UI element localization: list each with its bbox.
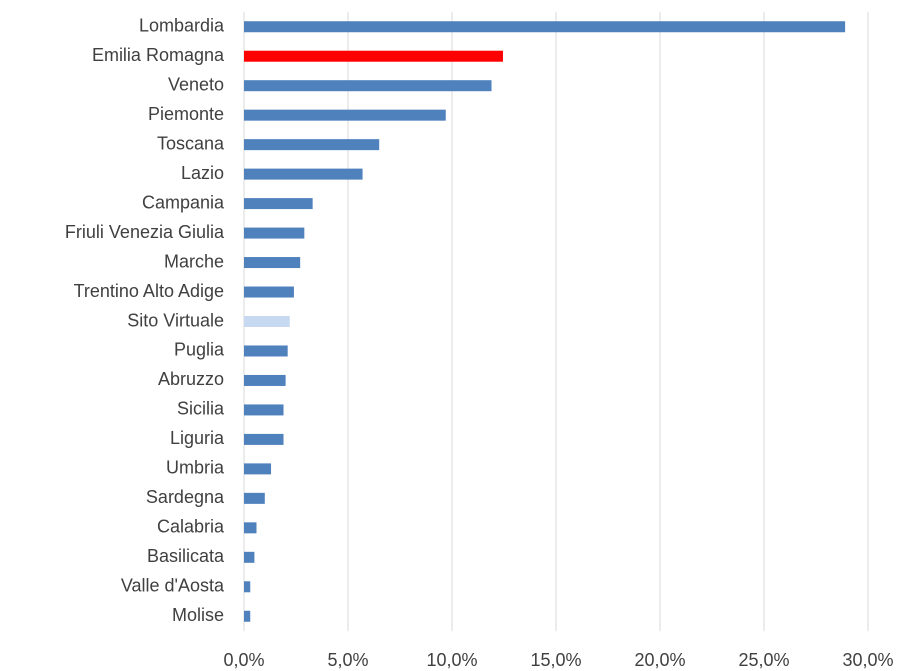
y-tick-label: Veneto xyxy=(168,74,224,94)
bar xyxy=(244,198,313,210)
bar xyxy=(244,139,380,151)
bar xyxy=(244,109,446,121)
y-tick-label: Friuli Venezia Giulia xyxy=(65,222,225,242)
y-tick-label: Trentino Alto Adige xyxy=(74,281,224,301)
bar xyxy=(244,463,272,475)
bar xyxy=(244,286,294,298)
bar xyxy=(244,404,284,416)
y-tick-label: Liguria xyxy=(170,428,225,448)
y-tick-label: Sicilia xyxy=(177,399,225,419)
x-tick-label: 10,0% xyxy=(426,650,477,670)
x-tick-label: 0,0% xyxy=(223,650,264,670)
bar xyxy=(244,168,363,180)
x-tick-label: 5,0% xyxy=(327,650,368,670)
bar xyxy=(244,492,265,504)
bar xyxy=(244,581,251,593)
bar xyxy=(244,21,846,33)
bar xyxy=(244,316,290,327)
y-tick-label: Calabria xyxy=(157,517,225,537)
x-tick-label: 25,0% xyxy=(738,650,789,670)
bar xyxy=(244,433,284,445)
y-tick-label: Umbria xyxy=(166,458,225,478)
bar xyxy=(244,345,288,357)
y-tick-label: Campania xyxy=(142,192,225,212)
bar xyxy=(244,522,257,534)
y-tick-label: Puglia xyxy=(174,340,225,360)
y-tick-label: Marche xyxy=(164,251,224,271)
y-tick-label: Piemonte xyxy=(148,104,224,124)
y-tick-label: Valle d'Aosta xyxy=(121,576,225,596)
bar xyxy=(244,610,251,622)
y-tick-label: Basilicata xyxy=(147,546,225,566)
y-tick-label: Sito Virtuale xyxy=(127,310,224,330)
y-tick-label: Molise xyxy=(172,605,224,625)
bar xyxy=(244,50,503,62)
bar xyxy=(244,551,255,563)
y-tick-label: Sardegna xyxy=(146,487,225,507)
bar xyxy=(244,80,492,92)
y-tick-label: Lombardia xyxy=(139,15,225,35)
bar xyxy=(244,227,305,239)
bar xyxy=(244,374,286,386)
y-tick-label: Emilia Romagna xyxy=(92,45,225,65)
y-tick-label: Lazio xyxy=(181,163,224,183)
bar xyxy=(244,257,301,269)
y-tick-label: Abruzzo xyxy=(158,369,224,389)
x-tick-label: 30,0% xyxy=(842,650,893,670)
x-tick-label: 20,0% xyxy=(634,650,685,670)
y-tick-label: Toscana xyxy=(157,133,225,153)
x-tick-label: 15,0% xyxy=(530,650,581,670)
